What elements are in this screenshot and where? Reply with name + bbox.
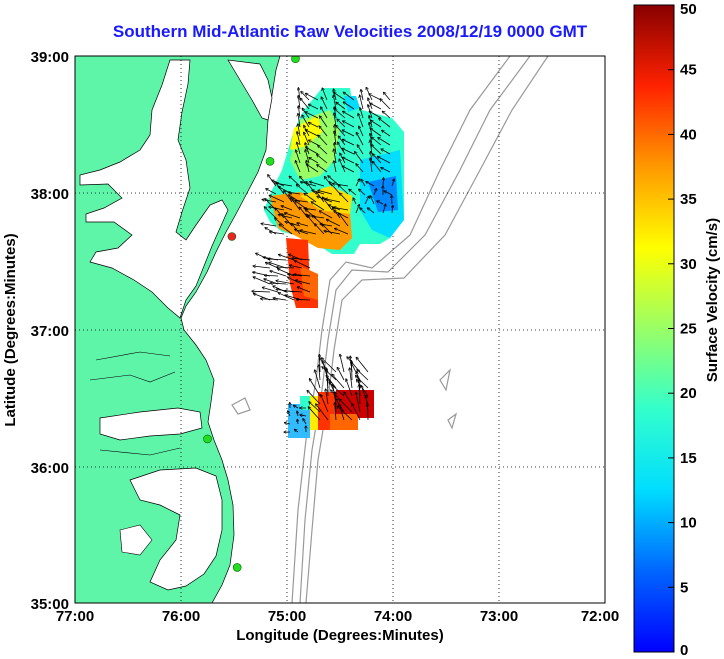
x-axis-label: Longitude (Degrees:Minutes) — [236, 627, 444, 644]
velocity-vectors — [252, 88, 394, 433]
y-axis-label: Latitude (Degrees:Minutes) — [2, 233, 19, 426]
y-tick-label: 38:00 — [31, 186, 69, 203]
colorbar-tick-label: 0 — [680, 642, 688, 659]
colorbar-tick-label: 45 — [680, 62, 697, 79]
y-tick-label: 39:00 — [31, 49, 69, 66]
pamlico-sound — [129, 467, 223, 591]
station-marker — [291, 56, 300, 64]
y-tick-labels: 39:00 38:00 37:00 36:00 35:00 — [31, 49, 69, 613]
colorbar-tick-label: 50 — [680, 1, 697, 18]
y-tick-label: 36:00 — [31, 460, 69, 477]
colorbar-gradient — [633, 4, 675, 653]
colorbar-tick-label: 5 — [680, 579, 688, 596]
x-tick-label: 75:00 — [268, 608, 306, 625]
colorbar-tick-label: 10 — [680, 515, 697, 532]
station-marker — [265, 156, 275, 166]
x-tick-label: 73:00 — [480, 608, 518, 625]
colorbar-tick-label: 40 — [680, 126, 697, 143]
colorbar-tick-label: 35 — [680, 191, 697, 208]
x-tick-label: 77:00 — [56, 608, 94, 625]
colorbar-tick-label: 20 — [680, 385, 697, 402]
colorbar-label: Surface Velocity (cm/s) — [704, 218, 721, 382]
x-tick-label: 72:00 — [581, 608, 619, 625]
colorbar-tick-label: 25 — [680, 321, 697, 338]
colorbar-tick-label: 15 — [680, 450, 697, 467]
chesapeake-bay — [79, 59, 229, 319]
hf-radar-stations — [203, 56, 300, 572]
axes-frame — [74, 55, 606, 604]
y-tick-label: 37:00 — [31, 323, 69, 340]
bathymetry-contours — [231, 56, 549, 603]
x-tick-labels: 77:00 76:00 75:00 74:00 73:00 72:00 — [56, 608, 619, 625]
station-marker — [203, 434, 212, 444]
x-tick-label: 76:00 — [162, 608, 200, 625]
station-marker — [232, 563, 242, 572]
delaware-bay — [227, 59, 273, 121]
station-marker — [227, 232, 237, 241]
albemarle-sound — [99, 407, 203, 441]
y-tick-label: 35:00 — [31, 596, 69, 613]
colorbar-tick-label: 30 — [680, 256, 697, 273]
map-title: Southern Mid-Atlantic Raw Velocities 200… — [112, 22, 588, 41]
plot-area — [75, 56, 605, 603]
x-tick-label: 74:00 — [374, 608, 412, 625]
